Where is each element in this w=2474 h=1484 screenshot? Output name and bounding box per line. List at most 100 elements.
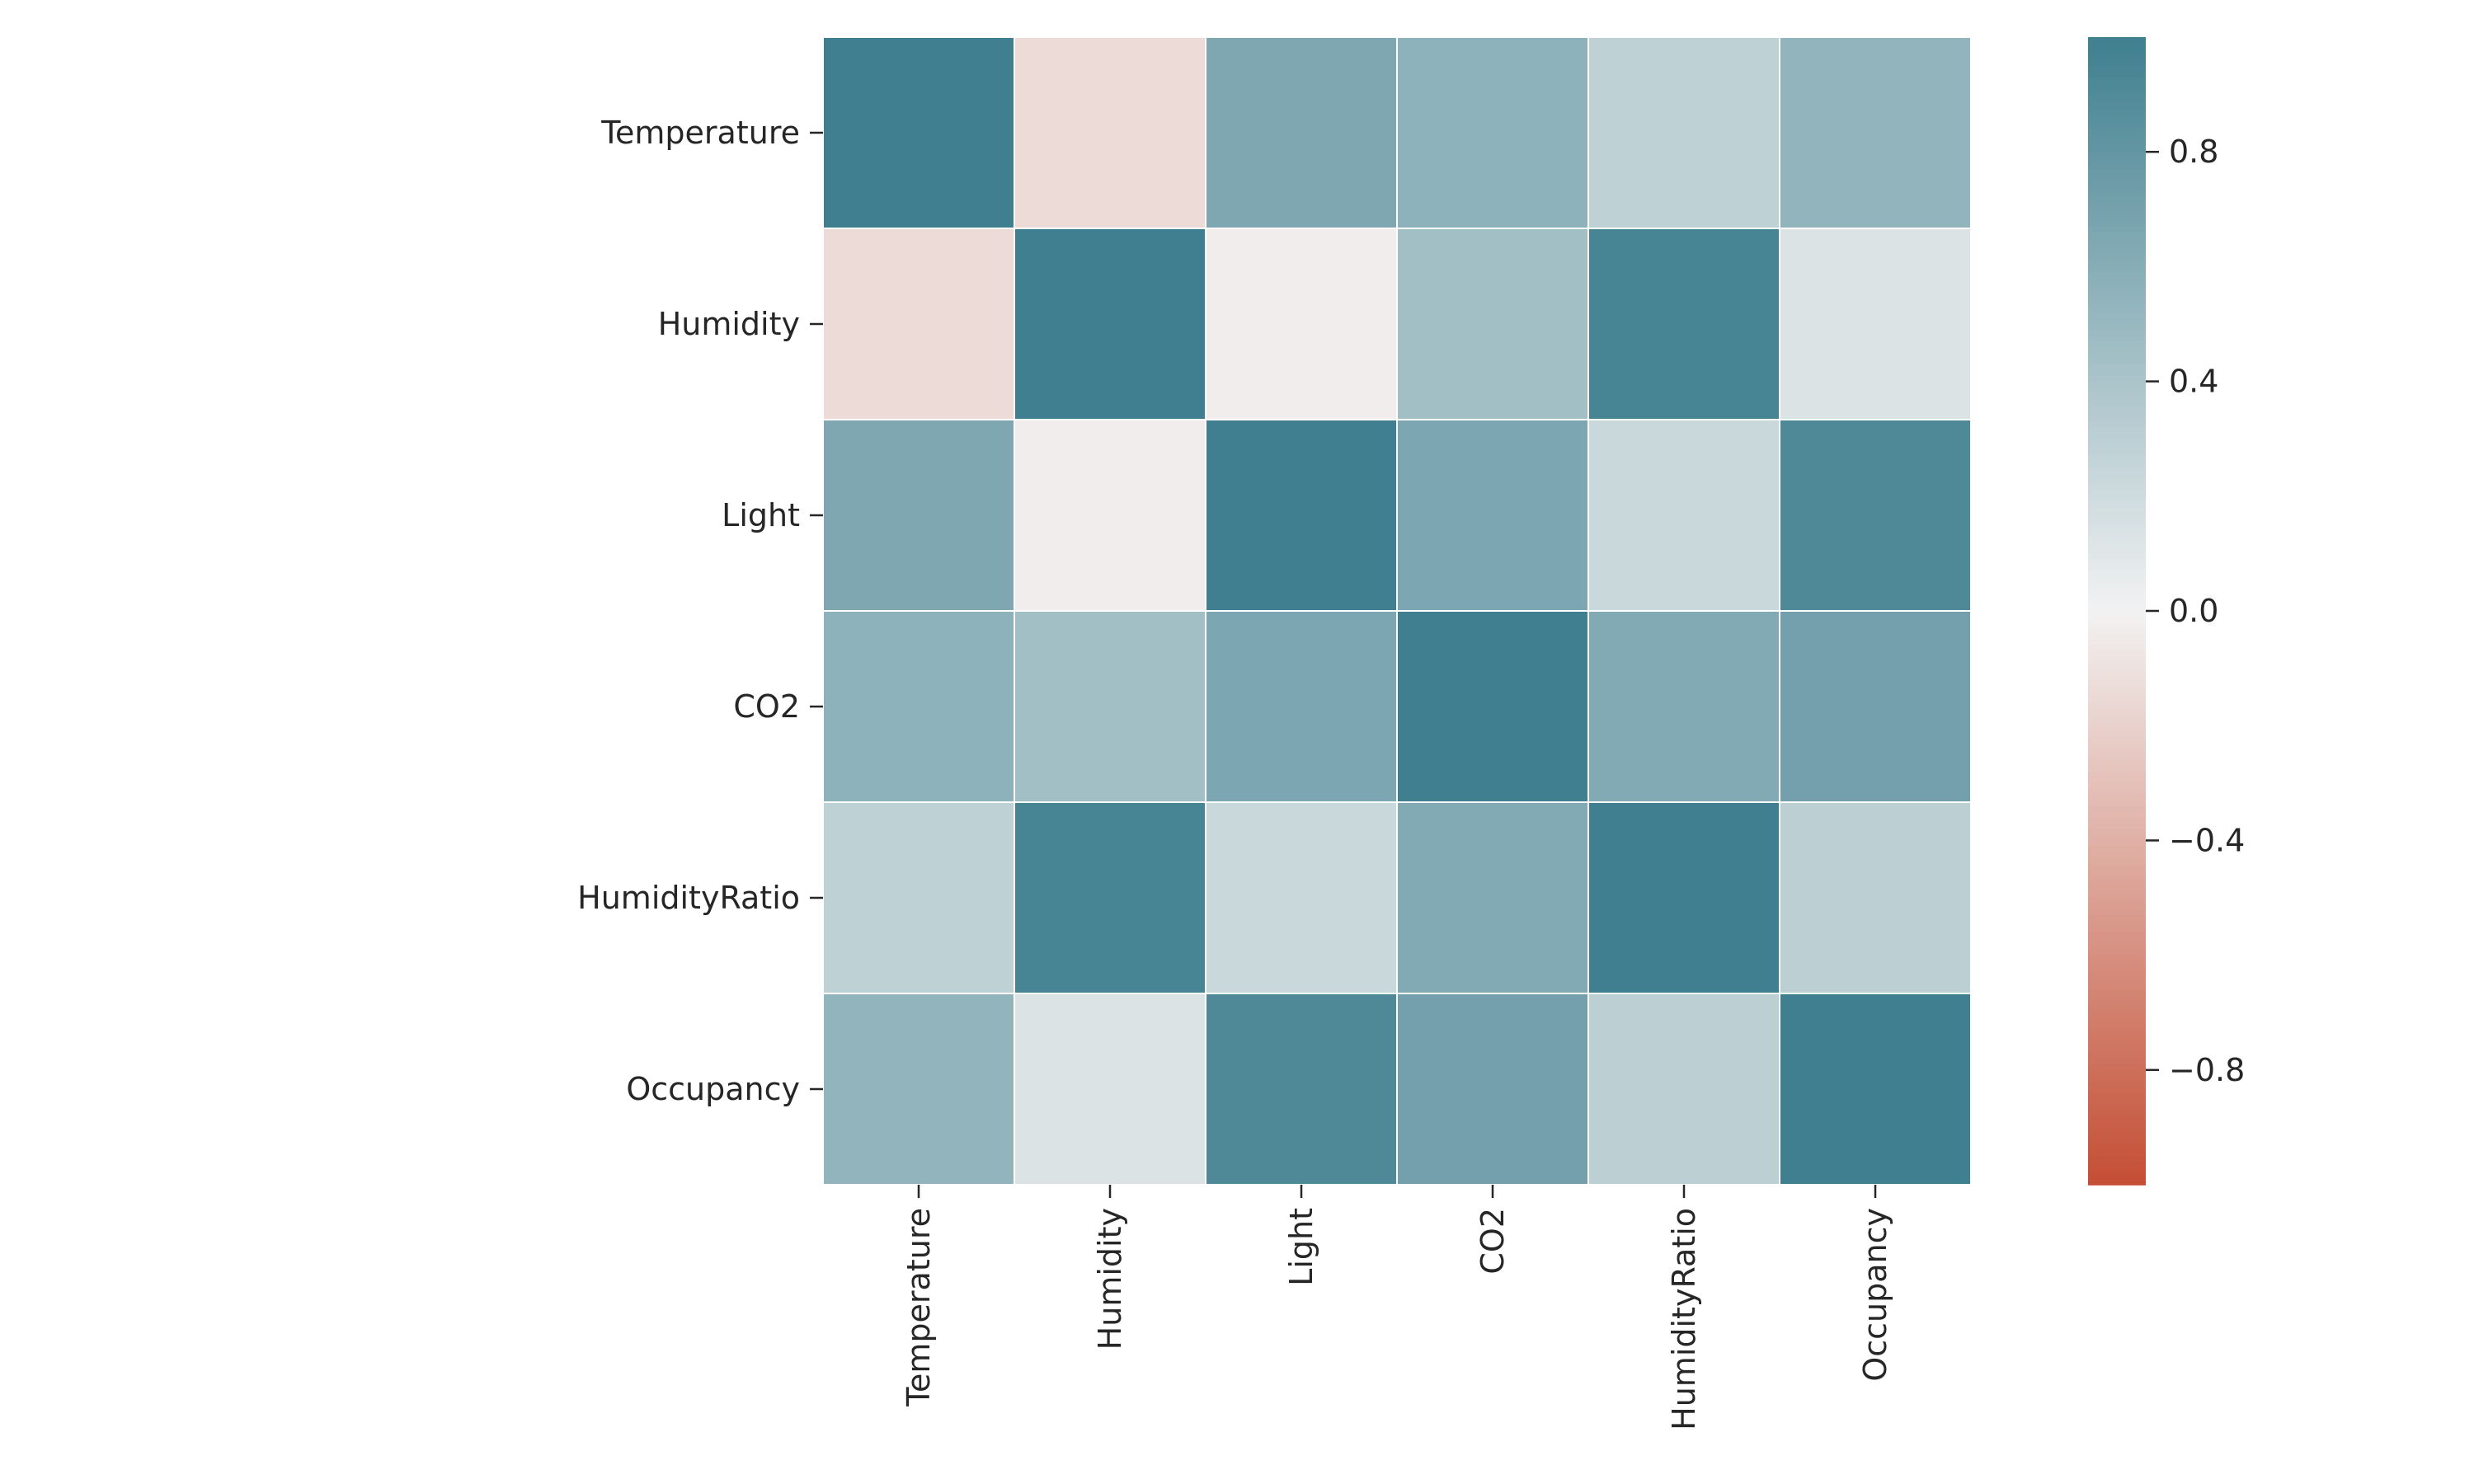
colorbar-strip — [2088, 381, 2146, 388]
colorbar-strip — [2088, 163, 2146, 170]
heatmap-cell-light-light — [1205, 419, 1398, 612]
colorbar-strip — [2088, 622, 2146, 629]
colorbar-strip — [2088, 909, 2146, 916]
colorbar-strip — [2088, 1081, 2146, 1088]
colorbar-strip — [2088, 966, 2146, 974]
colorbar-strip — [2088, 59, 2146, 67]
heatmap-cell-occupancy-temperature — [822, 993, 1015, 1186]
heatmap-cell-temperature-temperature — [822, 36, 1015, 229]
colorbar-strip — [2088, 576, 2146, 583]
heatmap-cell-light-occupancy — [1779, 419, 1972, 612]
colorbar-strip — [2088, 1156, 2146, 1162]
heatmap-cell-co2-temperature — [822, 610, 1015, 803]
colorbar-strip — [2088, 392, 2146, 400]
colorbar-strip — [2088, 519, 2146, 526]
y-tick-label: CO2 — [733, 688, 800, 725]
colorbar-strip — [2088, 1104, 2146, 1111]
colorbar-strip — [2088, 42, 2146, 49]
colorbar-strip — [2088, 335, 2146, 342]
colorbar-strip — [2088, 645, 2146, 652]
colorbar-strip — [2088, 1092, 2146, 1100]
colorbar-strip — [2088, 777, 2146, 784]
colorbar-strip — [2088, 329, 2146, 336]
colorbar-strip — [2088, 404, 2146, 411]
colorbar-strip — [2088, 662, 2146, 669]
colorbar-strip — [2088, 892, 2146, 899]
colorbar-strip — [2088, 472, 2146, 480]
heatmap-cell-occupancy-co2 — [1396, 993, 1589, 1186]
colorbar-strip — [2088, 960, 2146, 968]
colorbar-tick-label: −0.8 — [2169, 1052, 2245, 1088]
colorbar-strip — [2088, 616, 2146, 623]
colorbar-strip — [2088, 197, 2146, 204]
colorbar-strip — [2088, 358, 2146, 365]
colorbar-strip — [2088, 1069, 2146, 1077]
colorbar-strip — [2088, 926, 2146, 933]
colorbar-strip — [2088, 1139, 2146, 1146]
colorbar-strip — [2088, 714, 2146, 721]
colorbar-strip — [2088, 65, 2146, 73]
colorbar-strip — [2088, 771, 2146, 778]
colorbar-strip — [2088, 82, 2146, 90]
colorbar-strip — [2088, 943, 2146, 951]
colorbar-strip — [2088, 364, 2146, 371]
colorbar-strip — [2088, 284, 2146, 291]
colorbar-strip — [2088, 588, 2146, 594]
colorbar-strip — [2088, 255, 2146, 262]
colorbar-strip — [2088, 129, 2146, 136]
colorbar-strip — [2088, 410, 2146, 417]
colorbar-strip — [2088, 312, 2146, 319]
colorbar-strip — [2088, 433, 2146, 439]
colorbar-strip — [2088, 542, 2146, 549]
colorbar-strip — [2088, 759, 2146, 767]
heatmap-cell-temperature-light — [1205, 36, 1398, 229]
colorbar-strip — [2088, 462, 2146, 468]
x-tick-label: Occupancy — [1857, 1208, 1893, 1382]
colorbar-strip — [2088, 243, 2146, 251]
colorbar-strip — [2088, 444, 2146, 451]
colorbar-strip — [2088, 111, 2146, 119]
colorbar-strip — [2088, 450, 2146, 457]
colorbar-strip — [2088, 530, 2146, 538]
colorbar-strip — [2088, 513, 2146, 520]
colorbar-strip — [2088, 54, 2146, 61]
colorbar-strip — [2088, 639, 2146, 646]
heatmap-cell-humidityratio-humidityratio — [1587, 801, 1780, 994]
colorbar-strip — [2088, 157, 2146, 164]
colorbar-tick-label: 0.0 — [2169, 593, 2218, 629]
colorbar-tick-label: 0.8 — [2169, 134, 2218, 170]
colorbar-strip — [2088, 782, 2146, 790]
colorbar-strip — [2088, 679, 2146, 687]
colorbar-strip — [2088, 536, 2146, 543]
y-tick-label: Light — [722, 497, 800, 533]
colorbar-strip — [2088, 301, 2146, 308]
colorbar-strip — [2088, 1041, 2146, 1048]
colorbar-strip — [2088, 71, 2146, 78]
colorbar-strip — [2088, 226, 2146, 233]
x-tick-label: Temperature — [901, 1208, 937, 1407]
colorbar-strip — [2088, 937, 2146, 945]
colorbar-strip — [2088, 1058, 2146, 1065]
colorbar-strip — [2088, 524, 2146, 532]
heatmap-cell-temperature-humidity — [1014, 36, 1206, 229]
colorbar-strip — [2088, 989, 2146, 997]
heatmap-cell-light-co2 — [1396, 419, 1589, 612]
colorbar-strip — [2088, 375, 2146, 383]
colorbar-strip — [2088, 731, 2146, 738]
colorbar-strip — [2088, 220, 2146, 228]
colorbar-strip — [2088, 978, 2146, 985]
colorbar-strip — [2088, 788, 2146, 796]
colorbar-strip — [2088, 594, 2146, 600]
colorbar-strip — [2088, 1127, 2146, 1134]
colorbar-strip — [2088, 743, 2146, 749]
heatmap-cell-light-temperature — [822, 419, 1015, 612]
colorbar-strip — [2088, 846, 2146, 853]
heatmap-cell-humidityratio-light — [1205, 801, 1398, 994]
colorbar-strip — [2088, 387, 2146, 394]
colorbar-strip — [2088, 1179, 2146, 1186]
heatmap-cell-occupancy-light — [1205, 993, 1398, 1186]
heatmap-cell-humidityratio-humidity — [1014, 801, 1206, 994]
colorbar-strip — [2088, 627, 2146, 635]
colorbar-strip — [2088, 88, 2146, 96]
